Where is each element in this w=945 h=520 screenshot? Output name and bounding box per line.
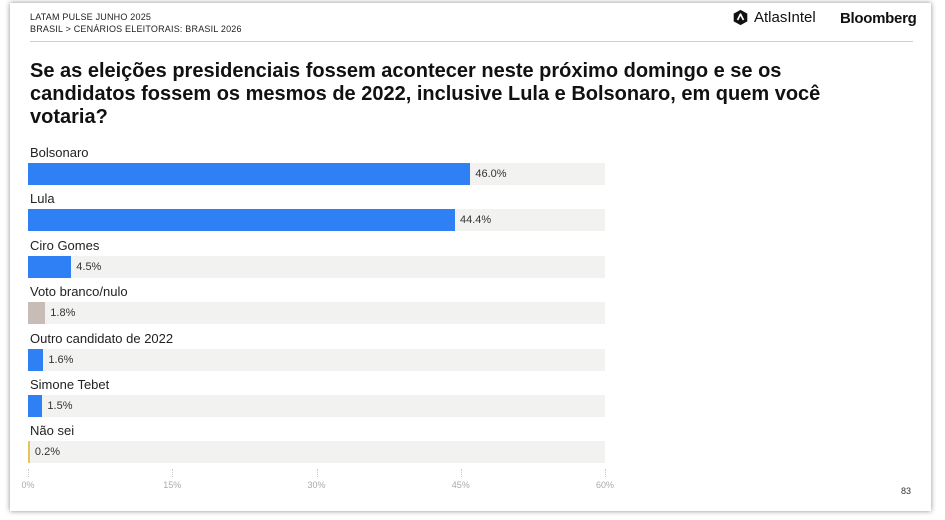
x-tick-label: 15% <box>163 480 182 490</box>
bar-track <box>28 395 605 417</box>
value-label: 46.0% <box>475 168 507 180</box>
atlasintel-logo-icon <box>733 9 748 26</box>
bar <box>28 163 471 185</box>
kicker-breadcrumb: BRASIL > CENÁRIOS ELEITORAIS: BRASIL 202… <box>30 24 242 34</box>
value-label: 0.2% <box>34 446 60 459</box>
bar <box>28 441 30 464</box>
category-label: Simone Tebet <box>30 377 110 392</box>
value-label: 4.5% <box>76 260 102 273</box>
x-tick-label: 45% <box>451 480 470 490</box>
x-gridline <box>316 469 318 477</box>
x-gridline <box>28 469 29 477</box>
x-tick-label: 30% <box>307 480 326 490</box>
value-label: 1.6% <box>48 353 74 366</box>
kicker-survey: LATAM PULSE JUNHO 2025 <box>30 12 152 22</box>
header-divider <box>30 41 913 42</box>
chart-title: Se as eleições presidenciais fossem acon… <box>30 60 821 128</box>
category-label: Ciro Gomes <box>30 237 100 253</box>
x-gridline <box>605 469 606 477</box>
atlasintel-logo: AtlasIntel <box>732 9 816 26</box>
bar-track <box>28 302 605 325</box>
bar <box>28 395 43 417</box>
category-label: Lula <box>30 191 55 207</box>
value-label: 44.4% <box>459 214 492 227</box>
page-number: 83 <box>901 486 912 496</box>
slide: LATAM PULSE JUNHO 2025 BRASIL > CENÁRIOS… <box>10 3 931 511</box>
atlasintel-logo-text: AtlasIntel <box>754 9 816 26</box>
x-gridline <box>172 469 174 477</box>
value-label: 1.5% <box>47 400 73 412</box>
kicker: LATAM PULSE JUNHO 2025 BRASIL > CENÁRIOS… <box>30 11 242 35</box>
bar <box>28 255 72 278</box>
value-label: 1.8% <box>50 307 76 320</box>
category-label: Bolsonaro <box>30 145 89 160</box>
category-label: Não sei <box>30 423 75 439</box>
bar-track <box>28 441 605 464</box>
x-tick-label: 0% <box>21 480 35 490</box>
category-label: Voto branco/nulo <box>30 284 128 300</box>
bar <box>28 302 46 325</box>
bar-track <box>28 255 605 278</box>
x-gridline <box>460 469 462 477</box>
bar <box>28 209 455 232</box>
bar-track <box>28 348 605 371</box>
bar <box>28 348 44 371</box>
category-label: Outro candidato de 2022 <box>30 330 174 346</box>
x-tick-label: 60% <box>595 480 615 490</box>
bloomberg-logo: Bloomberg <box>840 10 917 27</box>
